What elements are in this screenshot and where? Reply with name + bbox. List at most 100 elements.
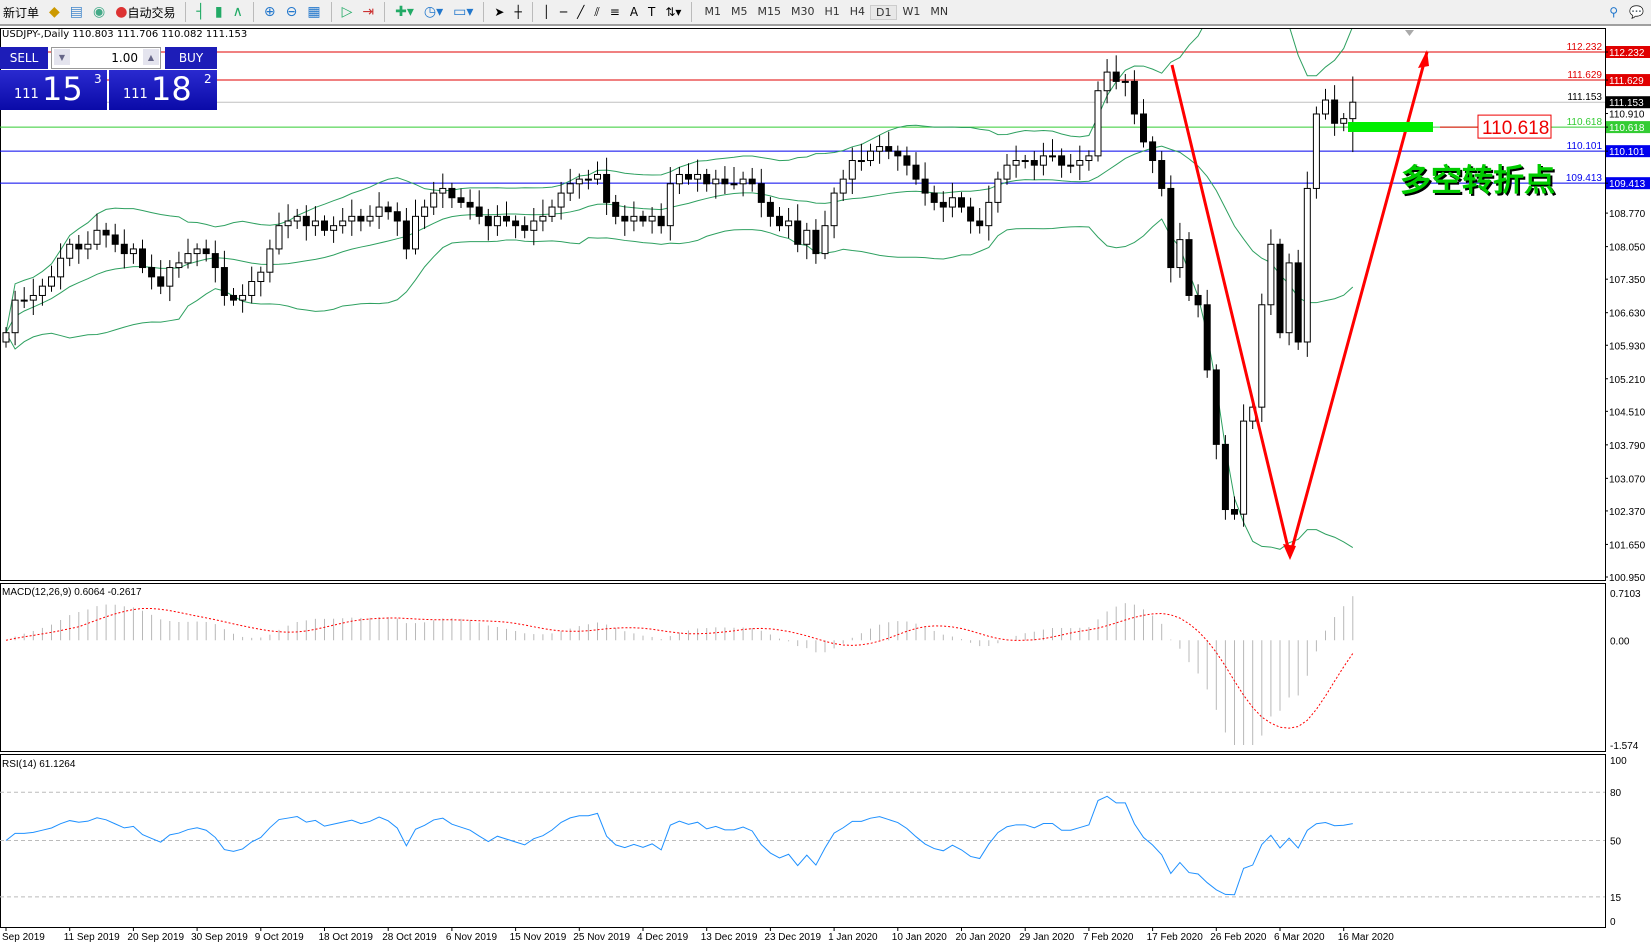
timeframe-m1[interactable]: M1 bbox=[704, 4, 721, 18]
separator bbox=[384, 2, 386, 22]
timeframe-m5[interactable]: M5 bbox=[730, 4, 748, 18]
date-axis-label: 10 Jan 2020 bbox=[892, 932, 947, 943]
terminal-icon[interactable]: ▤ bbox=[69, 4, 84, 20]
candle-body bbox=[912, 164, 920, 180]
candle bbox=[921, 162, 929, 206]
candle-body bbox=[1121, 80, 1129, 83]
chart-shift-icon[interactable]: ⇥ bbox=[362, 4, 375, 20]
candle-body bbox=[1185, 239, 1193, 296]
timeframe-w1[interactable]: W1 bbox=[902, 4, 921, 18]
candle-body bbox=[557, 192, 565, 208]
candle bbox=[1130, 70, 1138, 125]
zoom-in-icon[interactable]: ⊕ bbox=[263, 4, 276, 20]
candle-body bbox=[730, 183, 738, 186]
horizontal-line-label: 109.413 bbox=[1566, 173, 1603, 184]
candle bbox=[903, 146, 911, 176]
timeframe-m15[interactable]: M15 bbox=[757, 4, 781, 18]
candle bbox=[1258, 293, 1266, 423]
vertical-line-icon[interactable]: │ bbox=[542, 5, 550, 19]
buy-button[interactable]: BUY bbox=[165, 47, 217, 69]
candle bbox=[66, 238, 74, 267]
candle bbox=[1185, 232, 1193, 302]
candle bbox=[1331, 85, 1339, 136]
candle-body bbox=[1322, 99, 1329, 115]
periods-icon[interactable]: ◷▾ bbox=[423, 4, 444, 20]
candle bbox=[1003, 154, 1011, 185]
candle-body bbox=[1085, 155, 1093, 162]
candle bbox=[712, 169, 720, 199]
candle-body bbox=[939, 201, 947, 208]
candle-body bbox=[412, 215, 419, 250]
macd-pane bbox=[0, 583, 1606, 752]
candle-body bbox=[1130, 80, 1138, 115]
timeframe-h4[interactable]: H4 bbox=[849, 4, 866, 18]
candle bbox=[20, 287, 28, 309]
candle-body bbox=[712, 178, 720, 185]
cursor-icon[interactable]: ➤ bbox=[494, 5, 505, 19]
candle bbox=[612, 194, 620, 225]
zoom-out-icon[interactable]: ⊖ bbox=[285, 4, 298, 20]
bar-chart-icon[interactable]: ┤ bbox=[196, 4, 205, 20]
equidistant-channel-icon[interactable]: ⫽ bbox=[594, 4, 600, 19]
candle-body bbox=[803, 229, 811, 245]
ask-price-button[interactable]: 111 18 2 bbox=[109, 70, 217, 110]
candle bbox=[1085, 150, 1093, 171]
candle bbox=[503, 201, 510, 227]
navigator-icon[interactable]: ◆ bbox=[49, 4, 60, 20]
candle bbox=[148, 254, 156, 290]
text-icon[interactable]: A bbox=[629, 5, 639, 19]
candle bbox=[721, 166, 729, 195]
candlestick-icon[interactable]: ▮ bbox=[214, 4, 223, 20]
v-pattern-arrows bbox=[1170, 50, 1429, 560]
candle bbox=[1094, 81, 1102, 162]
candle bbox=[102, 222, 110, 248]
candle bbox=[48, 265, 55, 292]
candle-body bbox=[1012, 160, 1020, 166]
signals-icon[interactable]: ◉ bbox=[93, 4, 106, 20]
trendline-icon[interactable]: ╱ bbox=[577, 5, 585, 19]
search-icon[interactable]: ⚲ bbox=[1609, 5, 1618, 19]
horizontal-line-icon[interactable]: ─ bbox=[559, 5, 568, 19]
timeframe-d1[interactable]: D1 bbox=[870, 4, 898, 20]
candle-body bbox=[721, 178, 729, 185]
candle bbox=[1312, 106, 1320, 199]
date-axis-label: 26 Feb 2020 bbox=[1210, 932, 1267, 943]
line-chart-icon[interactable]: ∧ bbox=[232, 4, 243, 20]
candle bbox=[939, 191, 947, 222]
candle-body bbox=[38, 285, 46, 296]
fibonacci-icon[interactable]: ≡ bbox=[609, 5, 620, 19]
text-label-icon[interactable]: T bbox=[648, 5, 656, 19]
candle bbox=[38, 278, 46, 306]
candle-body bbox=[757, 183, 765, 203]
lot-increase-button[interactable]: ▲ bbox=[143, 49, 159, 65]
date-axis-label: 28 Oct 2019 bbox=[382, 932, 437, 943]
sell-button[interactable]: SELL bbox=[0, 47, 48, 69]
timeframe-m30[interactable]: M30 bbox=[790, 4, 815, 18]
candle bbox=[566, 168, 574, 202]
horizontal-line-label: 111.629 bbox=[1567, 70, 1602, 81]
date-axis-label: 29 Jan 2020 bbox=[1019, 932, 1074, 943]
new-order-button[interactable]: 新订单 bbox=[0, 1, 42, 23]
bid-price-button[interactable]: 111 15 3 bbox=[0, 70, 107, 110]
arrows-icon[interactable]: ⇅▾ bbox=[665, 5, 682, 19]
tile-windows-icon[interactable]: ▦ bbox=[307, 4, 321, 20]
candle-body bbox=[466, 201, 474, 208]
timeframe-h1[interactable]: H1 bbox=[824, 4, 840, 18]
price-tag bbox=[1606, 96, 1650, 109]
templates-icon[interactable]: ▭▾ bbox=[453, 4, 474, 20]
indicators-icon[interactable]: ✚▾ bbox=[395, 4, 414, 20]
auto-scroll-icon[interactable]: ▷ bbox=[341, 4, 353, 20]
chat-icon[interactable]: 💬 bbox=[1629, 5, 1644, 19]
candle bbox=[1058, 148, 1066, 178]
timeframe-mn[interactable]: MN bbox=[930, 4, 949, 18]
lot-decrease-button[interactable]: ▼ bbox=[54, 49, 70, 65]
lot-size-input[interactable]: 1.00 bbox=[51, 47, 161, 69]
rsi-axis-label: 50 bbox=[1610, 837, 1622, 848]
auto-trading-button[interactable]: ● 自动交易 bbox=[112, 1, 178, 23]
candle-body bbox=[894, 150, 902, 157]
candle bbox=[1221, 435, 1229, 520]
crosshair-icon[interactable]: ┼ bbox=[514, 5, 522, 19]
candle bbox=[530, 207, 538, 246]
auto-trading-label: 自动交易 bbox=[127, 5, 176, 20]
